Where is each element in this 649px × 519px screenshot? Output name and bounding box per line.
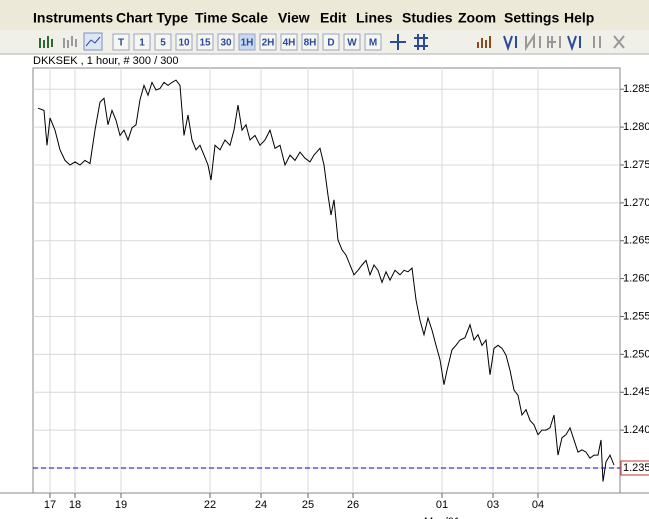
menu-item[interactable]: Chart Type — [116, 10, 188, 26]
toolbar-button[interactable] — [133, 33, 151, 51]
menu-item[interactable]: Studies — [402, 10, 453, 26]
y-tick-label: 1.285 — [623, 83, 649, 95]
x-tick-label: 19 — [115, 499, 127, 511]
menu-bar — [0, 0, 649, 30]
toolbar-button-label[interactable]: D — [327, 38, 334, 49]
price-line — [37, 79, 615, 482]
x-tick-label: 18 — [69, 499, 81, 511]
toolbar-button-label[interactable]: W — [347, 38, 357, 49]
toolbar-button[interactable] — [217, 33, 235, 51]
menu-item[interactable]: Settings — [504, 10, 559, 26]
toolbar-button[interactable] — [259, 33, 277, 51]
x-tick-label: 25 — [302, 499, 314, 511]
menu-item[interactable]: Zoom — [458, 10, 496, 26]
toolbar-button[interactable] — [238, 33, 256, 51]
x-tick-label: 04 — [532, 499, 544, 511]
x-tick-label: 24 — [255, 499, 267, 511]
toolbar-icons — [39, 32, 625, 52]
toolbar-button[interactable] — [322, 33, 340, 51]
current-price-box — [620, 460, 649, 476]
toolbar-button[interactable] — [343, 33, 361, 51]
menu-item[interactable]: Edit — [320, 10, 347, 26]
toolbar-button[interactable] — [196, 33, 214, 51]
y-tick-label: 1.245 — [623, 386, 649, 398]
toolbar-button-label[interactable]: 5 — [160, 38, 166, 49]
x-tick-label: 03 — [487, 499, 499, 511]
y-tick-label: 1.265 — [623, 235, 649, 247]
chart-caption: DKKSEK , 1 hour, # 300 / 300 — [33, 55, 179, 67]
y-tick-label: 1.250 — [623, 348, 649, 360]
y-tick-label: 1.255 — [623, 310, 649, 322]
y-tick-label: 1.280 — [623, 121, 649, 133]
toolbar-button-label[interactable]: 30 — [220, 38, 232, 49]
toolbar-button[interactable] — [154, 33, 172, 51]
y-tick-label: 1.270 — [623, 197, 649, 209]
toolbar-button-label[interactable]: 10 — [178, 38, 190, 49]
toolbar-button[interactable] — [301, 33, 319, 51]
current-price-label: 1.235 — [623, 462, 649, 474]
menu-item[interactable]: Lines — [356, 10, 393, 26]
menu-item[interactable]: Instruments — [33, 10, 113, 26]
x-tick-label: 17 — [44, 499, 56, 511]
toolbar-button-label[interactable]: 2H — [262, 38, 275, 49]
menu-item[interactable]: Time Scale — [195, 10, 268, 26]
x-period-label: May/01 — [424, 516, 460, 519]
toolbar-button-label[interactable]: T — [118, 38, 124, 49]
toolbar-button-label[interactable]: 4H — [283, 38, 296, 49]
toolbar-button-label[interactable]: 15 — [199, 38, 211, 49]
plot-area — [32, 67, 621, 494]
menu-item[interactable]: Help — [564, 10, 594, 26]
x-tick-label: 22 — [204, 499, 216, 511]
toolbar-button-label[interactable]: 1H — [241, 38, 254, 49]
x-tick-label: 01 — [436, 499, 448, 511]
y-tick-label: 1.240 — [623, 424, 649, 436]
toolbar-button[interactable] — [280, 33, 298, 51]
y-tick-label: 1.260 — [623, 273, 649, 285]
toolbar-button[interactable] — [175, 33, 193, 51]
toolbar-button[interactable] — [364, 33, 382, 51]
menu-item[interactable]: View — [278, 10, 310, 26]
toolbar-button-label[interactable]: M — [369, 38, 377, 49]
toolbar-button-label[interactable]: 1 — [139, 38, 145, 49]
toolbar-button[interactable] — [112, 33, 130, 51]
y-tick-label: 1.275 — [623, 159, 649, 171]
x-tick-label: 26 — [347, 499, 359, 511]
toolbar-button-label[interactable]: 8H — [304, 38, 317, 49]
